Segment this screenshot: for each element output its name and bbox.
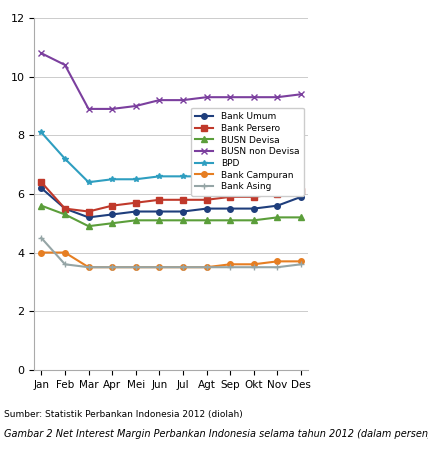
- BPD: [86, 179, 91, 185]
- Line: BPD: BPD: [39, 129, 304, 185]
- Bank Campuran: [298, 259, 303, 264]
- BUSN non Devisa: [251, 95, 256, 100]
- BPD: [228, 174, 233, 179]
- Bank Campuran: [86, 264, 91, 270]
- BUSN Devisa: [62, 212, 68, 217]
- BUSN Devisa: [39, 203, 44, 208]
- Bank Asing: [204, 264, 209, 270]
- BUSN Devisa: [275, 215, 280, 220]
- Bank Umum: [181, 209, 186, 214]
- Bank Umum: [86, 215, 91, 220]
- Bank Persero: [181, 197, 186, 202]
- Legend: Bank Umum, Bank Persero, BUSN Devisa, BUSN non Devisa, BPD, Bank Campuran, Bank : Bank Umum, Bank Persero, BUSN Devisa, BU…: [191, 108, 303, 196]
- BPD: [298, 168, 303, 173]
- Bank Umum: [110, 212, 115, 217]
- Bank Persero: [39, 179, 44, 185]
- Bank Umum: [251, 206, 256, 211]
- BUSN non Devisa: [157, 97, 162, 103]
- Bank Asing: [62, 262, 68, 267]
- Bank Asing: [251, 264, 256, 270]
- BUSN non Devisa: [39, 51, 44, 56]
- Bank Umum: [275, 203, 280, 208]
- BUSN Devisa: [204, 218, 209, 223]
- BUSN Devisa: [181, 218, 186, 223]
- Bank Persero: [298, 189, 303, 194]
- Bank Campuran: [181, 264, 186, 270]
- BUSN Devisa: [228, 218, 233, 223]
- Bank Persero: [228, 194, 233, 200]
- Bank Asing: [298, 262, 303, 267]
- Line: Bank Campuran: Bank Campuran: [39, 250, 304, 270]
- BUSN non Devisa: [228, 95, 233, 100]
- BUSN Devisa: [298, 215, 303, 220]
- Bank Campuran: [275, 259, 280, 264]
- Bank Campuran: [204, 264, 209, 270]
- Bank Campuran: [39, 250, 44, 255]
- Line: Bank Umum: Bank Umum: [39, 185, 304, 220]
- Bank Campuran: [251, 262, 256, 267]
- Bank Umum: [204, 206, 209, 211]
- BUSN non Devisa: [204, 95, 209, 100]
- Bank Persero: [251, 194, 256, 200]
- Bank Persero: [62, 206, 68, 211]
- BUSN non Devisa: [86, 106, 91, 112]
- BPD: [204, 174, 209, 179]
- BUSN non Devisa: [181, 97, 186, 103]
- BPD: [39, 130, 44, 135]
- Line: Bank Asing: Bank Asing: [39, 235, 304, 270]
- Bank Umum: [39, 185, 44, 191]
- BUSN non Devisa: [298, 92, 303, 97]
- BPD: [157, 174, 162, 179]
- BUSN Devisa: [86, 224, 91, 229]
- Bank Umum: [298, 194, 303, 200]
- Bank Persero: [157, 197, 162, 202]
- BPD: [181, 174, 186, 179]
- BUSN Devisa: [110, 221, 115, 226]
- Bank Campuran: [110, 264, 115, 270]
- Bank Umum: [62, 206, 68, 211]
- Bank Asing: [228, 264, 233, 270]
- BPD: [110, 177, 115, 182]
- Bank Campuran: [62, 250, 68, 255]
- Bank Asing: [157, 264, 162, 270]
- Bank Asing: [110, 264, 115, 270]
- Line: BUSN non Devisa: BUSN non Devisa: [39, 51, 304, 112]
- BUSN Devisa: [157, 218, 162, 223]
- Line: BUSN Devisa: BUSN Devisa: [39, 203, 304, 229]
- BPD: [133, 177, 138, 182]
- Bank Campuran: [228, 262, 233, 267]
- BUSN non Devisa: [133, 103, 138, 109]
- BUSN non Devisa: [110, 106, 115, 112]
- BPD: [62, 156, 68, 161]
- Bank Campuran: [133, 264, 138, 270]
- Text: Gambar 2 Net Interest Margin Perbankan Indonesia selama tahun 2012 (dalam persen: Gambar 2 Net Interest Margin Perbankan I…: [4, 429, 428, 439]
- Bank Persero: [110, 203, 115, 208]
- Bank Umum: [228, 206, 233, 211]
- Bank Umum: [157, 209, 162, 214]
- BUSN Devisa: [133, 218, 138, 223]
- Text: Sumber: Statistik Perbankan Indonesia 2012 (diolah): Sumber: Statistik Perbankan Indonesia 20…: [4, 410, 243, 419]
- Bank Asing: [39, 235, 44, 241]
- BUSN Devisa: [251, 218, 256, 223]
- Bank Persero: [275, 191, 280, 197]
- Bank Umum: [133, 209, 138, 214]
- Bank Persero: [86, 209, 91, 214]
- BPD: [275, 171, 280, 176]
- Bank Asing: [86, 264, 91, 270]
- Bank Asing: [133, 264, 138, 270]
- Bank Persero: [133, 200, 138, 206]
- Bank Asing: [275, 264, 280, 270]
- BUSN non Devisa: [275, 95, 280, 100]
- BUSN non Devisa: [62, 62, 68, 68]
- Bank Asing: [181, 264, 186, 270]
- BPD: [251, 174, 256, 179]
- Line: Bank Persero: Bank Persero: [39, 179, 304, 214]
- Bank Persero: [204, 197, 209, 202]
- Bank Campuran: [157, 264, 162, 270]
